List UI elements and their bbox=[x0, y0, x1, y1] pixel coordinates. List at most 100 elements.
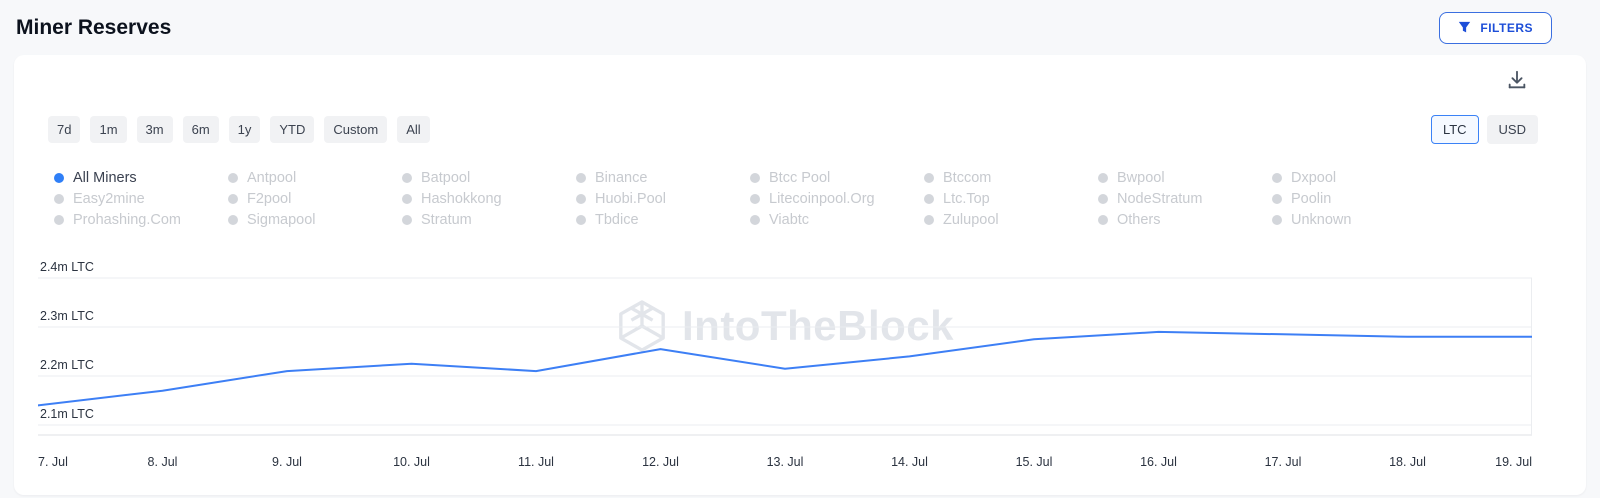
x-axis-label: 9. Jul bbox=[272, 455, 302, 469]
legend-dot bbox=[228, 173, 238, 183]
unit-toggle: LTC USD bbox=[1430, 115, 1538, 144]
legend-dot bbox=[402, 215, 412, 225]
range-button-6m[interactable]: 6m bbox=[182, 116, 219, 143]
legend-item-unknown[interactable]: Unknown bbox=[1272, 210, 1446, 230]
x-axis-label: 8. Jul bbox=[147, 455, 178, 469]
filters-button-label: FILTERS bbox=[1480, 20, 1533, 35]
legend-item-btccom[interactable]: Btccom bbox=[924, 168, 1098, 188]
legend: All Miners Antpool Batpool Binance Btcc Pool… bbox=[14, 168, 1586, 230]
range-button-7d[interactable]: 7d bbox=[48, 116, 81, 143]
legend-item-nodestratum[interactable]: NodeStratum bbox=[1098, 189, 1272, 209]
legend-item-stratum[interactable]: Stratum bbox=[402, 210, 576, 230]
svg-text:2.3m LTC: 2.3m LTC bbox=[40, 309, 94, 323]
legend-dot bbox=[402, 194, 412, 204]
svg-text:2.2m LTC: 2.2m LTC bbox=[40, 358, 94, 372]
download-row bbox=[14, 55, 1586, 93]
legend-item-others[interactable]: Others bbox=[1098, 210, 1272, 230]
legend-label: Batpool bbox=[421, 170, 471, 186]
legend-item-dxpool[interactable]: Dxpool bbox=[1272, 168, 1446, 188]
legend-label: F2pool bbox=[247, 191, 292, 207]
legend-label: Dxpool bbox=[1291, 170, 1337, 186]
x-axis-labels: 7. Jul 8. Jul 9. Jul 10. Jul 11. Jul 12. Jul 1… bbox=[38, 450, 1532, 472]
legend-label: Tbdice bbox=[595, 212, 639, 228]
legend-item-binance[interactable]: Binance bbox=[576, 168, 750, 188]
range-button-1m[interactable]: 1m bbox=[90, 116, 127, 143]
x-axis-label: 16. Jul bbox=[1140, 455, 1177, 469]
legend-item-prohashing-com[interactable]: Prohashing.Com bbox=[54, 210, 228, 230]
legend-label: Binance bbox=[595, 170, 648, 186]
legend-dot bbox=[54, 173, 64, 183]
legend-dot bbox=[924, 173, 934, 183]
range-button-custom[interactable]: Custom bbox=[324, 116, 388, 143]
range-buttons: 7d 1m 3m 6m 1y YTD Custom All bbox=[48, 116, 430, 143]
legend-dot bbox=[750, 215, 760, 225]
legend-item-tbdice[interactable]: Tbdice bbox=[576, 210, 750, 230]
legend-dot bbox=[228, 194, 238, 204]
legend-label: Btcc Pool bbox=[769, 170, 831, 186]
legend-label: Unknown bbox=[1291, 212, 1352, 228]
legend-dot bbox=[1272, 194, 1282, 204]
range-button-ytd[interactable]: YTD bbox=[270, 116, 315, 143]
svg-text:2.4m LTC: 2.4m LTC bbox=[40, 260, 94, 274]
legend-item-viabtc[interactable]: Viabtc bbox=[750, 210, 924, 230]
legend-label: Viabtc bbox=[769, 212, 810, 228]
x-axis-label: 17. Jul bbox=[1264, 455, 1302, 469]
chart-area: IntoTheBlock 2.1m LTC 2.2m LTC 2.3m LTC 2.4… bbox=[38, 258, 1532, 472]
legend-item-ltc-top[interactable]: Ltc.Top bbox=[924, 189, 1098, 209]
x-axis-label: 19. Jul bbox=[1495, 455, 1532, 469]
x-axis-label: 14. Jul bbox=[891, 455, 928, 469]
legend-item-huobi-pool[interactable]: Huobi.Pool bbox=[576, 189, 750, 209]
range-button-3m[interactable]: 3m bbox=[136, 116, 173, 143]
legend-item-btcc-pool[interactable]: Btcc Pool bbox=[750, 168, 924, 188]
legend-dot bbox=[576, 215, 586, 225]
legend-dot bbox=[576, 194, 586, 204]
legend-label: Poolin bbox=[1291, 191, 1332, 207]
legend-label: Hashokkong bbox=[421, 191, 502, 207]
legend-item-f2pool[interactable]: F2pool bbox=[228, 189, 402, 209]
unit-button-usd[interactable]: USD bbox=[1486, 115, 1538, 144]
legend-label: Bwpool bbox=[1117, 170, 1165, 186]
watermark: IntoTheBlock bbox=[616, 300, 954, 352]
range-button-all[interactable]: All bbox=[397, 116, 430, 143]
x-axis-label: 13. Jul bbox=[766, 455, 804, 469]
legend-item-hashokkong[interactable]: Hashokkong bbox=[402, 189, 576, 209]
filters-button[interactable]: FILTERS bbox=[1439, 11, 1552, 44]
legend-dot bbox=[54, 215, 64, 225]
legend-label: Others bbox=[1117, 212, 1161, 228]
legend-dot bbox=[576, 173, 586, 183]
legend-label: Antpool bbox=[247, 170, 297, 186]
legend-item-litecoinpool-org[interactable]: Litecoinpool.Org bbox=[750, 189, 924, 209]
legend-item-sigmapool[interactable]: Sigmapool bbox=[228, 210, 402, 230]
legend-item-batpool[interactable]: Batpool bbox=[402, 168, 576, 188]
legend-dot bbox=[228, 215, 238, 225]
unit-button-ltc[interactable]: LTC bbox=[1430, 115, 1479, 144]
legend-item-bwpool[interactable]: Bwpool bbox=[1098, 168, 1272, 188]
legend-label: All Miners bbox=[73, 170, 137, 186]
chart-card: 7d 1m 3m 6m 1y YTD Custom All LTC USD All Miners… bbox=[14, 55, 1586, 495]
legend-label: Sigmapool bbox=[247, 212, 316, 228]
legend-item-zulupool[interactable]: Zulupool bbox=[924, 210, 1098, 230]
legend-item-poolin[interactable]: Poolin bbox=[1272, 189, 1446, 209]
range-button-1y[interactable]: 1y bbox=[228, 116, 261, 143]
legend-label: NodeStratum bbox=[1117, 191, 1203, 207]
filter-funnel-icon bbox=[1458, 21, 1471, 34]
legend-item-easy2mine[interactable]: Easy2mine bbox=[54, 189, 228, 209]
legend-dot bbox=[1272, 215, 1282, 225]
legend-dot bbox=[402, 173, 412, 183]
page-title: Miner Reserves bbox=[16, 15, 172, 39]
legend-dot bbox=[1098, 173, 1108, 183]
legend-label: Litecoinpool.Org bbox=[769, 191, 875, 207]
legend-dot bbox=[750, 173, 760, 183]
legend-dot bbox=[750, 194, 760, 204]
legend-dot bbox=[924, 215, 934, 225]
legend-item-all-miners[interactable]: All Miners bbox=[54, 168, 228, 188]
legend-label: Easy2mine bbox=[73, 191, 145, 207]
download-icon[interactable] bbox=[1506, 69, 1528, 93]
watermark-text: IntoTheBlock bbox=[681, 302, 955, 349]
legend-dot bbox=[1098, 215, 1108, 225]
legend-label: Prohashing.Com bbox=[73, 212, 181, 228]
legend-dot bbox=[924, 194, 934, 204]
chart-svg: 2.1m LTC 2.2m LTC 2.3m LTC 2.4m LTC bbox=[38, 260, 1532, 436]
legend-item-antpool[interactable]: Antpool bbox=[228, 168, 402, 188]
intotheblock-logo-icon bbox=[616, 300, 668, 352]
